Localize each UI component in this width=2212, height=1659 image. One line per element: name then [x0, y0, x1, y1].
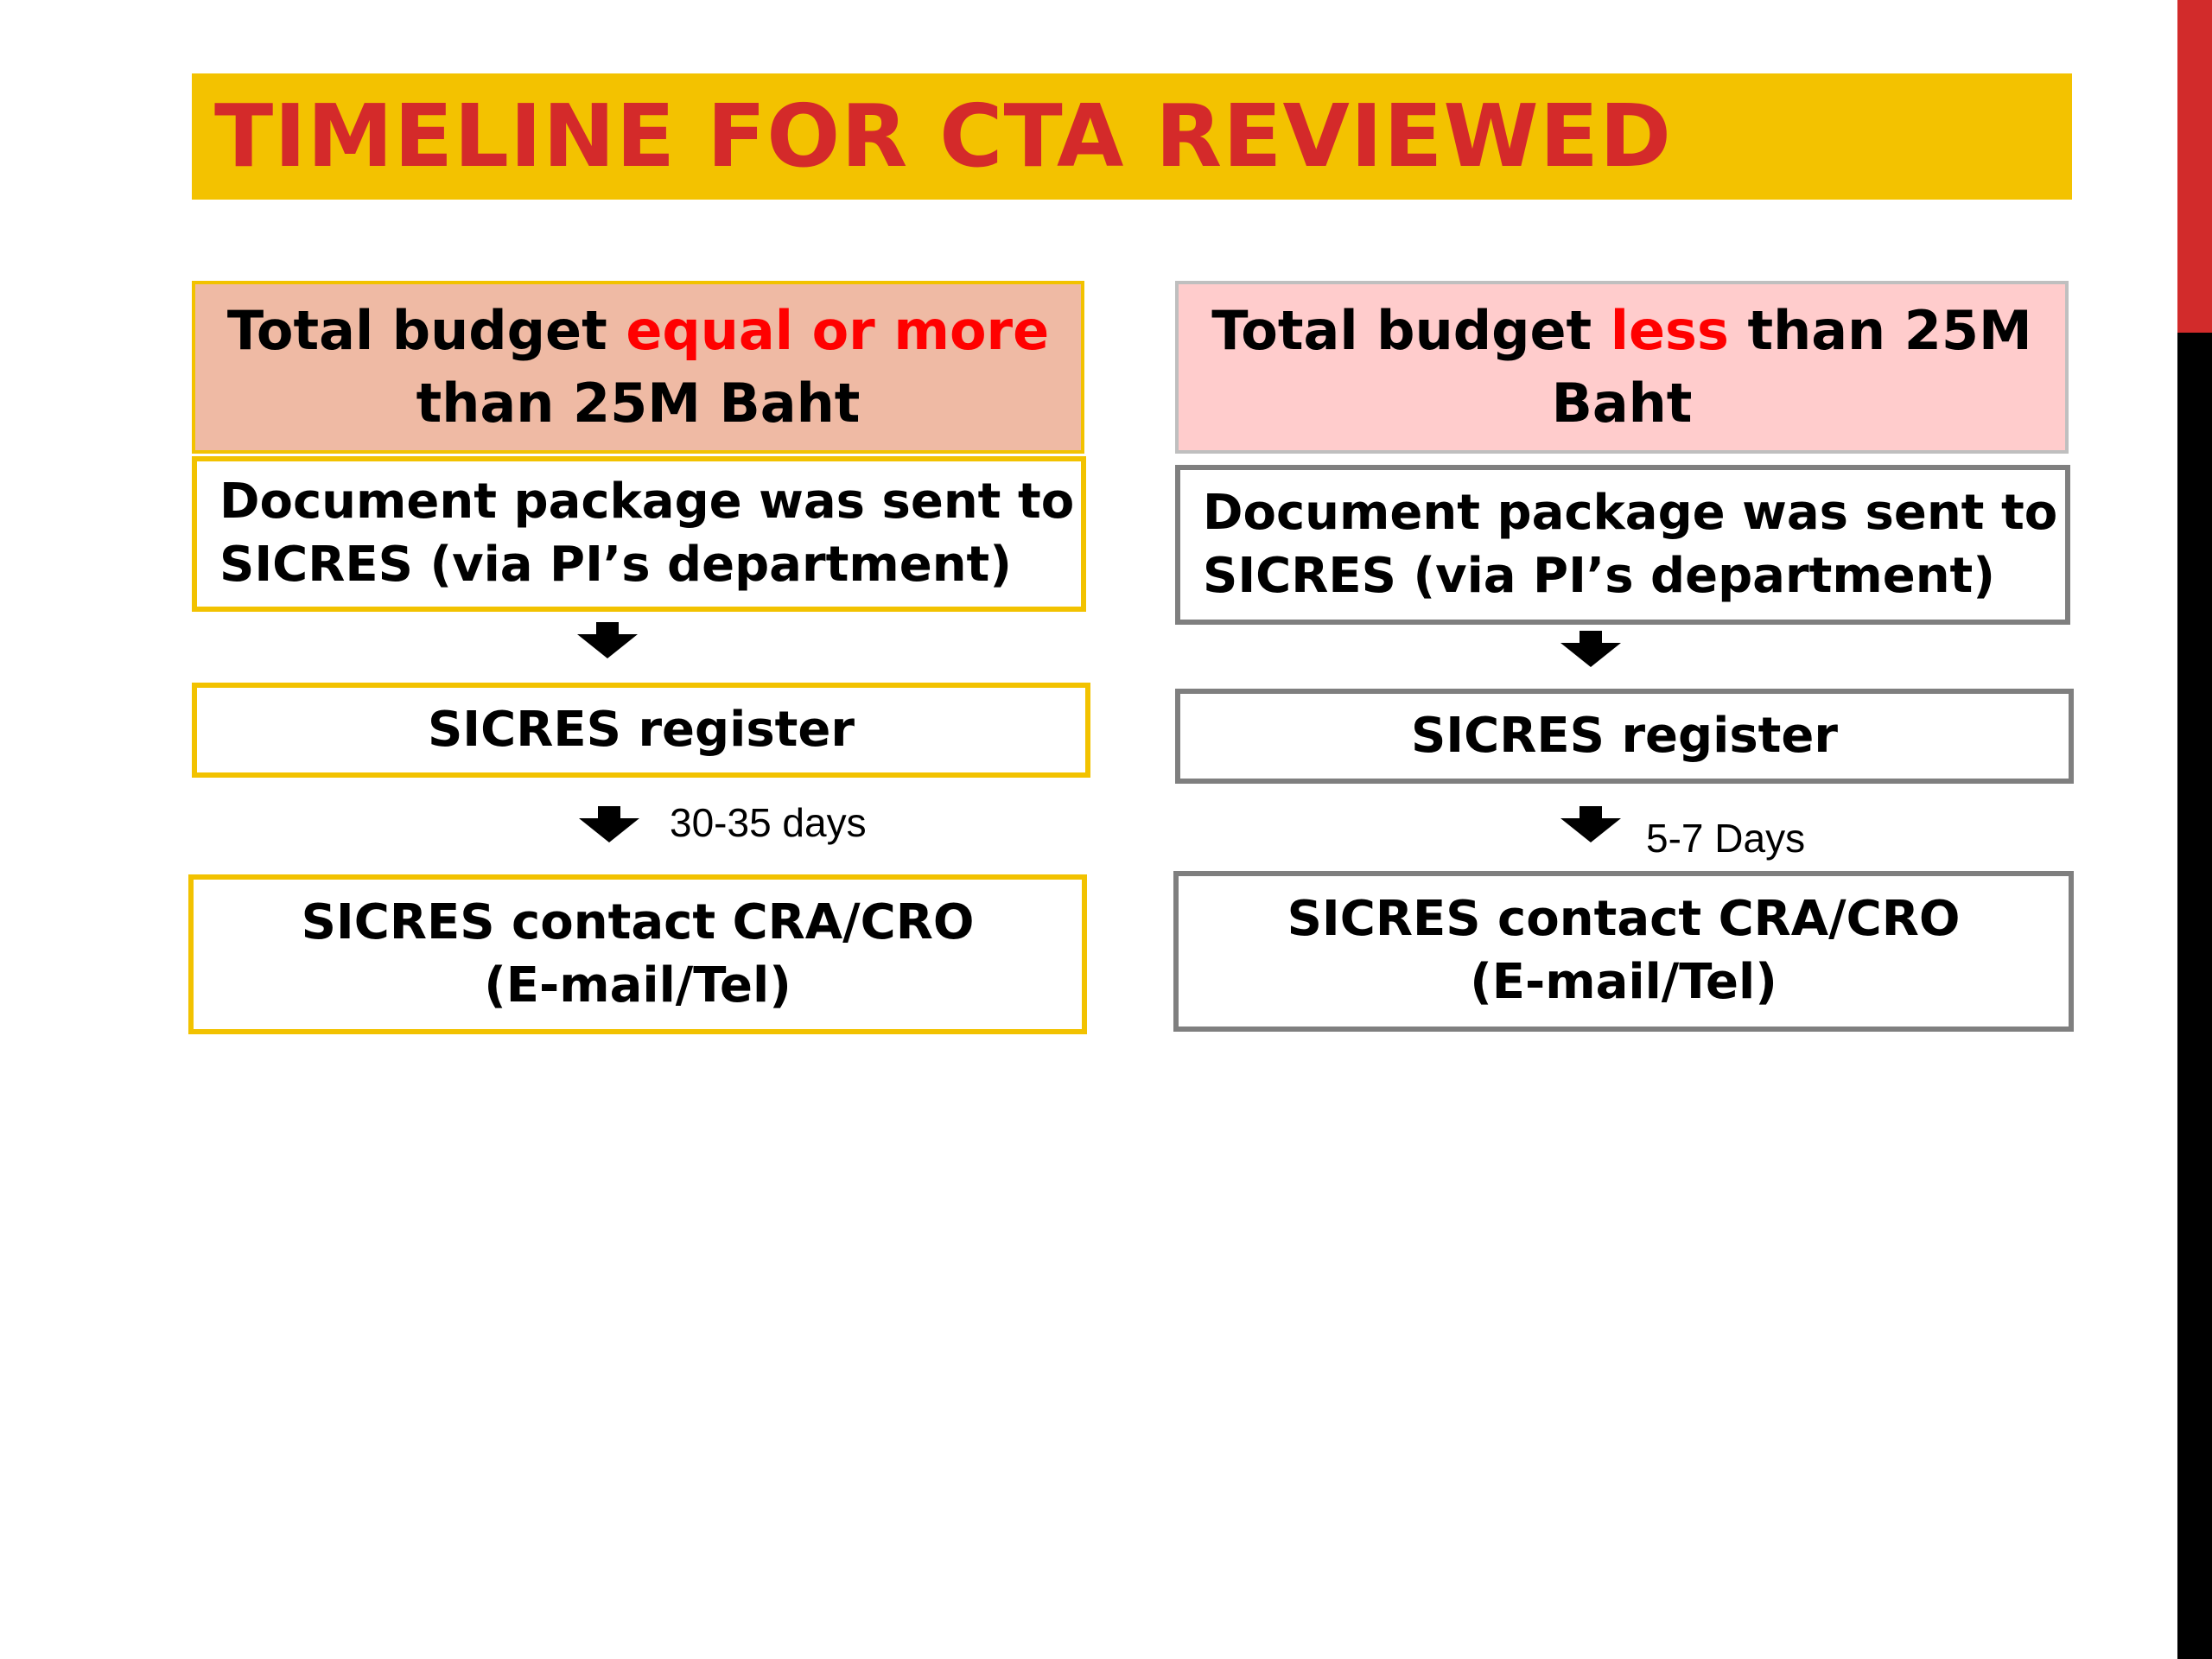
right-header-highlight: less	[1610, 299, 1729, 363]
right-step-document-text: Document package was sent to SICRES (via…	[1203, 482, 2057, 608]
right-step-contact-text: SICRES contact CRA/CRO (E-mail/Tel)	[1287, 888, 1961, 1014]
right-step-document-line1: Document package was sent to	[1203, 484, 2058, 541]
left-step-document-box: Document package was sent to SICRES (via…	[192, 456, 1086, 612]
right-step-document-box: Document package was sent to SICRES (via…	[1175, 465, 2070, 625]
right-step-contact-line2: (E-mail/Tel)	[1470, 954, 1777, 1010]
left-step-document-line2: SICRES (via PI’s department)	[219, 537, 1012, 593]
left-header-line2: than 25M Baht	[416, 372, 861, 435]
left-step-register-label: SICRES register	[427, 701, 855, 758]
left-step-document-line1: Document package was sent to	[219, 474, 1075, 531]
left-step-register-box: SICRES register	[192, 683, 1090, 778]
left-step-contact-box: SICRES contact CRA/CRO (E-mail/Tel)	[188, 874, 1087, 1034]
left-header-box: Total budget equal or more than 25M Baht	[192, 281, 1084, 454]
right-header-line2: Baht	[1551, 372, 1693, 435]
left-step-contact-line2: (E-mail/Tel)	[484, 957, 791, 1014]
right-step-register-box: SICRES register	[1175, 689, 2074, 784]
right-header-box: Total budget less than 25M Baht	[1175, 281, 2069, 454]
left-duration-label: 30-35 days	[670, 800, 867, 845]
edge-accent-red	[2177, 0, 2212, 333]
title-banner: TIMELINE FOR CTA REVIEWED	[192, 73, 2072, 200]
page-title: TIMELINE FOR CTA REVIEWED	[214, 86, 1673, 187]
right-step-register-label: SICRES register	[1410, 707, 1839, 764]
right-header-text: Total budget	[1211, 299, 1611, 363]
left-header-highlight: equal or more	[626, 299, 1050, 363]
right-header-text-tail: than 25M	[1728, 299, 2032, 363]
right-step-contact-box: SICRES contact CRA/CRO (E-mail/Tel)	[1173, 871, 2074, 1032]
right-step-document-line2: SICRES (via PI’s department)	[1203, 547, 1995, 604]
right-header-line1: Total budget less than 25M	[1211, 295, 2032, 367]
left-step-contact-line1: SICRES contact CRA/CRO	[301, 893, 975, 950]
right-step-contact-line1: SICRES contact CRA/CRO	[1287, 891, 1961, 948]
left-header-text: Total budget	[226, 299, 626, 363]
left-step-contact-text: SICRES contact CRA/CRO (E-mail/Tel)	[302, 892, 975, 1018]
edge-accent-black	[2177, 333, 2212, 1659]
right-duration-label: 5-7 Days	[1646, 816, 1806, 861]
left-step-document-text: Document package was sent to SICRES (via…	[219, 471, 1074, 597]
left-header-line1: Total budget equal or more	[227, 295, 1049, 367]
